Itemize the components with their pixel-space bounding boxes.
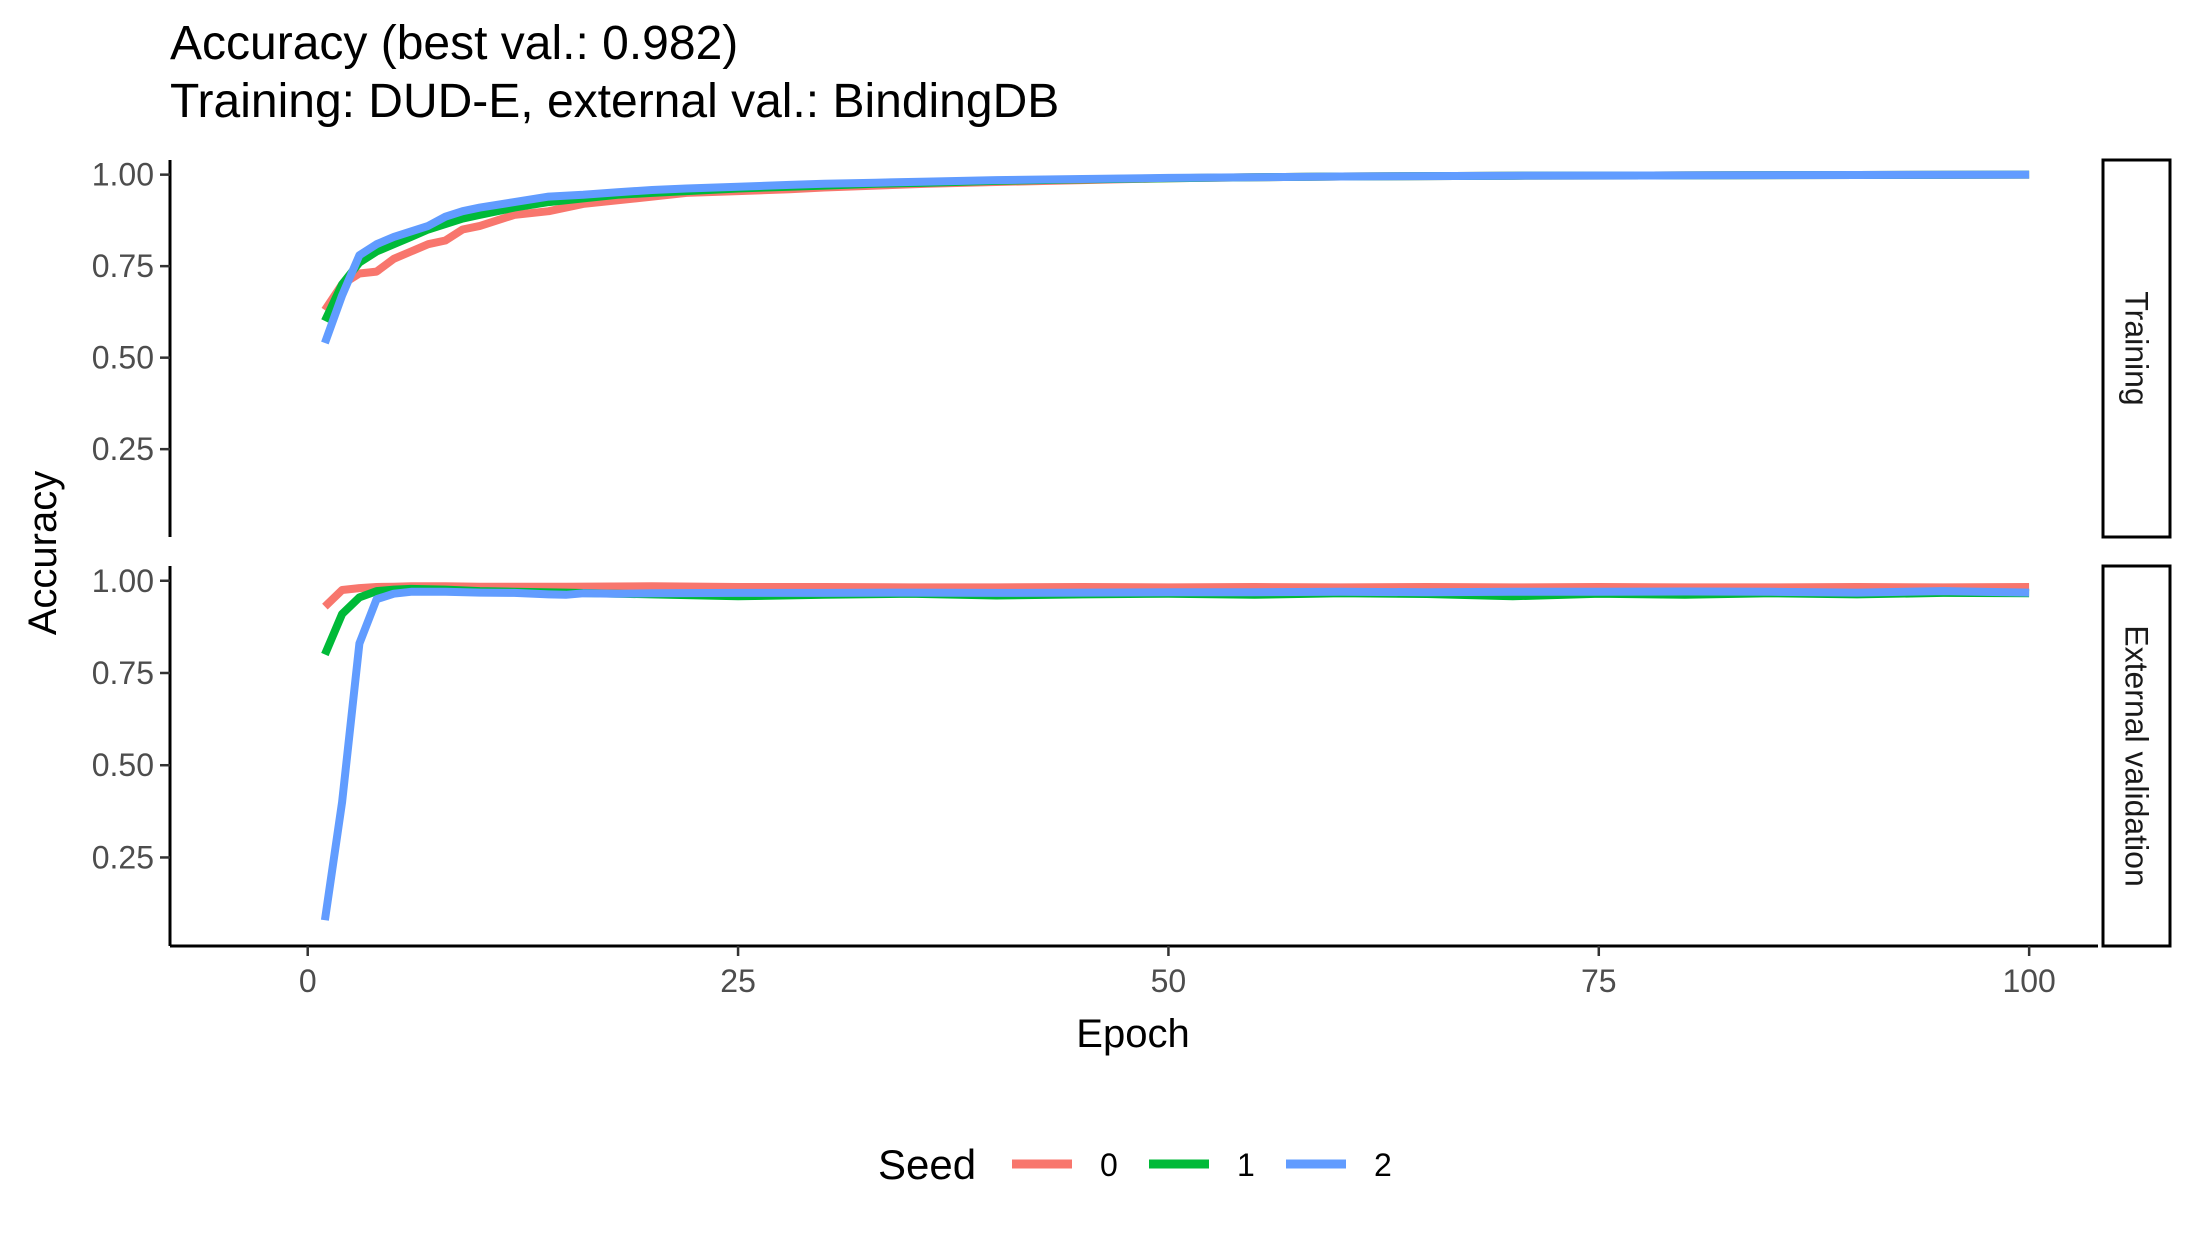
- y-axis-title: Accuracy: [21, 471, 65, 636]
- y-tick-label: 0.50: [92, 340, 154, 376]
- x-tick-label: 75: [1581, 963, 1617, 999]
- x-axis-title: Epoch: [1076, 1012, 1189, 1056]
- panels-layer: 0.25 0.50 0.75 1.00 Training 0.25 0.50 0.75 1.00…: [92, 157, 2172, 999]
- y-tick-label: 0.75: [92, 655, 154, 691]
- legend: Seed 0 1 2: [878, 1141, 1392, 1188]
- series-line-seed-1: [321, 584, 2030, 657]
- facet-strip-label: Training: [2119, 291, 2155, 405]
- legend-entry: 0: [1012, 1147, 1118, 1183]
- y-tick-label: 1.00: [92, 563, 154, 599]
- facet-strip: External validation: [2101, 564, 2172, 948]
- series-line-seed-2: [321, 170, 2030, 345]
- facet-strip-label: External validation: [2119, 625, 2155, 886]
- x-axis: 0 25 50 75 100: [170, 944, 2098, 999]
- chart-subtitle: Training: DUD-E, external val.: BindingD…: [170, 75, 1060, 128]
- y-tick-label: 0.50: [92, 747, 154, 783]
- chart-title: Accuracy (best val.: 0.982): [170, 17, 739, 70]
- legend-entry: 1: [1149, 1147, 1255, 1183]
- legend-label: 1: [1237, 1147, 1255, 1183]
- facet-strip: Training: [2101, 158, 2172, 539]
- y-tick-label: 0.25: [92, 839, 154, 875]
- series-line-seed-2: [320, 587, 2030, 921]
- y-tick-label: 0.25: [92, 431, 154, 467]
- legend-entry: 2: [1286, 1147, 1392, 1183]
- x-tick-label: 25: [720, 963, 756, 999]
- x-tick-label: 50: [1151, 963, 1187, 999]
- legend-label: 0: [1100, 1147, 1118, 1183]
- panel-external-validation: 0.25 0.50 0.75 1.00 External validation: [92, 563, 2172, 948]
- legend-title: Seed: [878, 1141, 976, 1188]
- y-tick-label: 1.00: [92, 157, 154, 193]
- legend-label: 2: [1374, 1147, 1392, 1183]
- x-tick-label: 100: [2002, 963, 2055, 999]
- x-tick-label: 0: [299, 963, 317, 999]
- y-tick-label: 0.75: [92, 248, 154, 284]
- panel-training: 0.25 0.50 0.75 1.00 Training: [92, 157, 2172, 539]
